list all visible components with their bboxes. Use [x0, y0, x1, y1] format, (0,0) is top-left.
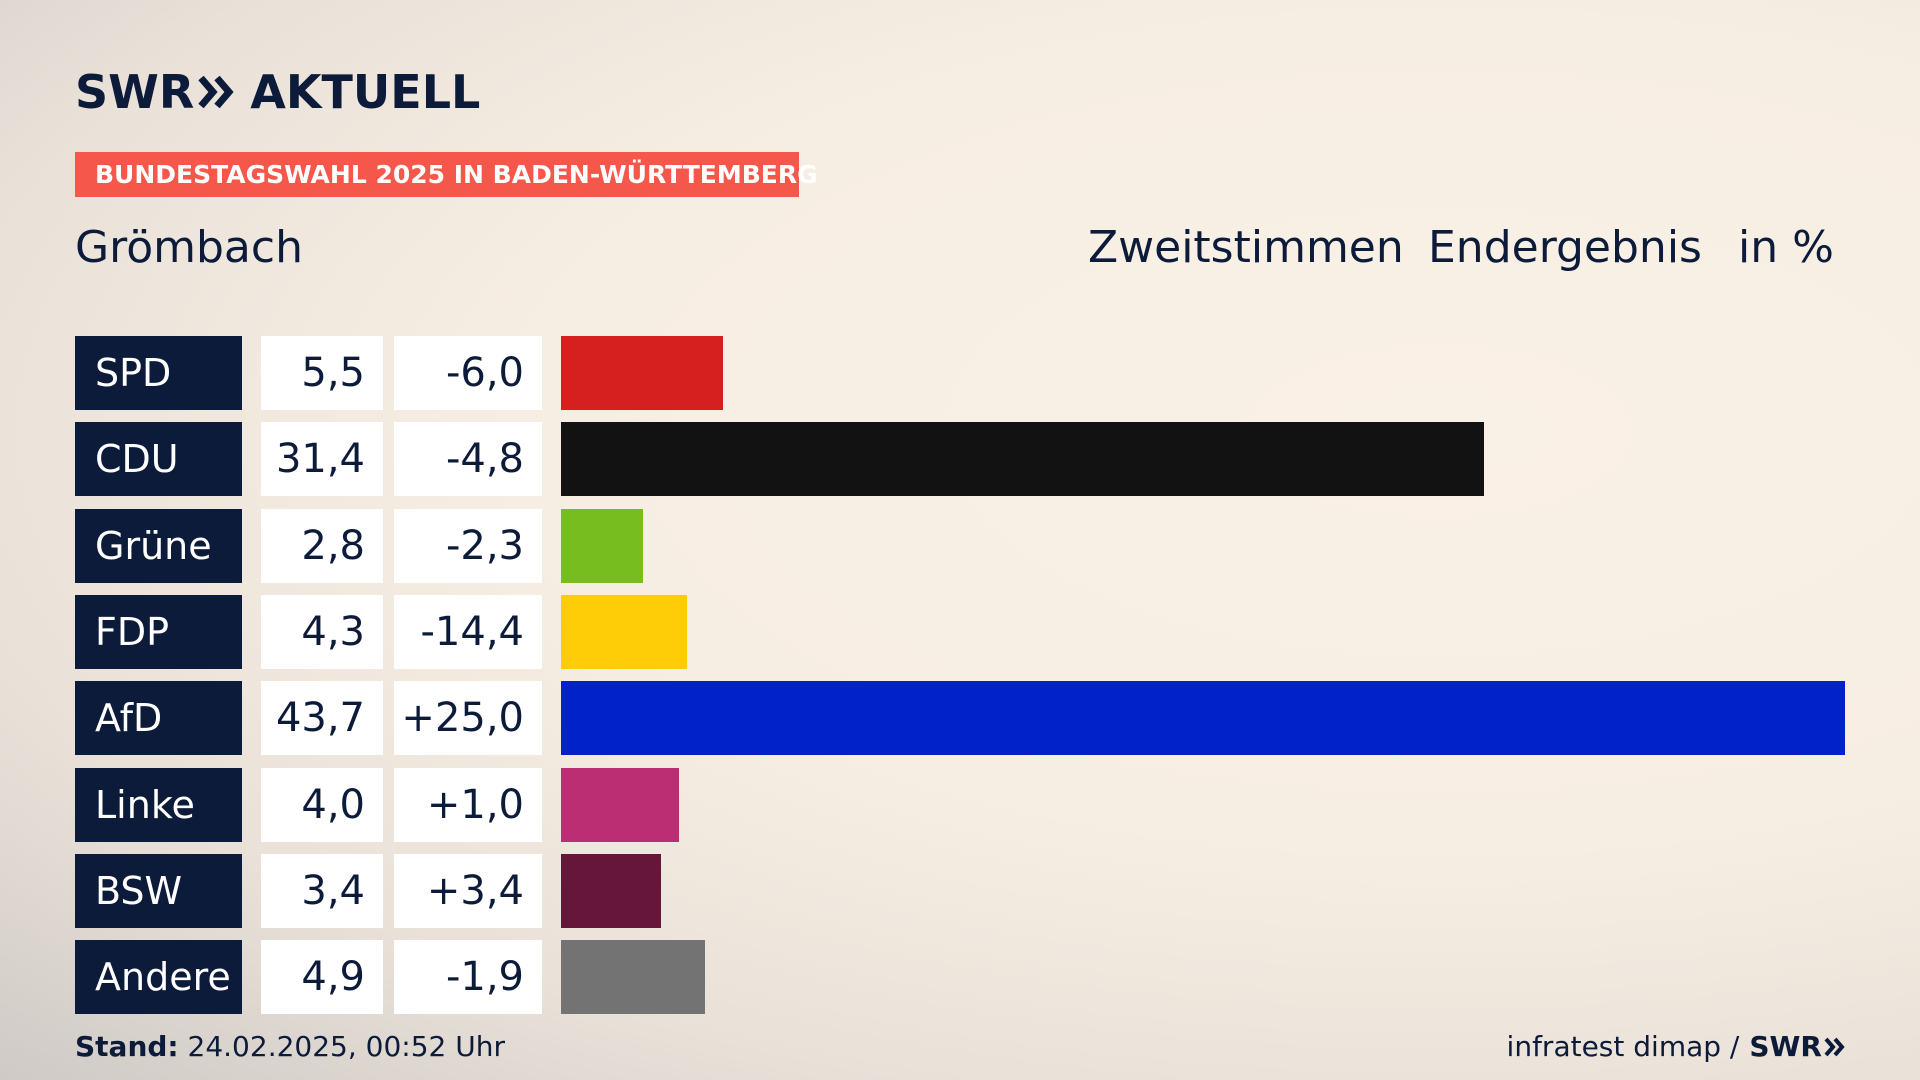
- party-label: FDP: [75, 595, 242, 669]
- party-label: Grüne: [75, 509, 242, 583]
- logo-aktuell-text: AKTUELL: [250, 65, 481, 119]
- chart-row: CDU 31,4 -4,8: [75, 422, 1875, 496]
- party-label: SPD: [75, 336, 242, 410]
- stand-value: 24.02.2025, 00:52 Uhr: [187, 1030, 505, 1063]
- party-bar: [561, 940, 705, 1014]
- party-value: 31,4: [261, 422, 383, 496]
- party-value: 43,7: [261, 681, 383, 755]
- result-status-label: Endergebnis: [1428, 222, 1702, 273]
- party-bar: [561, 854, 661, 928]
- party-label: Linke: [75, 768, 242, 842]
- party-bar: [561, 336, 723, 410]
- party-change: -2,3: [394, 509, 542, 583]
- party-change: +1,0: [394, 768, 542, 842]
- party-bar: [561, 509, 643, 583]
- party-change: -14,4: [394, 595, 542, 669]
- footer-logo-text: SWR: [1749, 1030, 1822, 1063]
- party-change: -6,0: [394, 336, 542, 410]
- party-bar: [561, 595, 687, 669]
- chart-row: FDP 4,3 -14,4: [75, 595, 1875, 669]
- party-value: 3,4: [261, 854, 383, 928]
- chart-row: BSW 3,4 +3,4: [75, 854, 1875, 928]
- timestamp: Stand: 24.02.2025, 00:52 Uhr: [75, 1030, 505, 1063]
- party-value: 2,8: [261, 509, 383, 583]
- party-bar: [561, 681, 1845, 755]
- election-tag: BUNDESTAGSWAHL 2025 IN BADEN-WÜRTTEMBERG: [75, 152, 818, 197]
- party-label: CDU: [75, 422, 242, 496]
- chart-row: AfD 43,7 +25,0: [75, 681, 1875, 755]
- chart-row: Linke 4,0 +1,0: [75, 768, 1875, 842]
- party-value: 4,0: [261, 768, 383, 842]
- party-change: -4,8: [394, 422, 542, 496]
- stand-label: Stand:: [75, 1030, 179, 1063]
- chart-row: SPD 5,5 -6,0: [75, 336, 1875, 410]
- logo-swr-text: SWR: [75, 65, 195, 119]
- party-value: 5,5: [261, 336, 383, 410]
- source-credit: infratest dimap / SWR: [1507, 1030, 1846, 1063]
- source-text: infratest dimap /: [1506, 1030, 1740, 1063]
- vote-type-label: Zweitstimmen: [1088, 222, 1404, 273]
- chart-row: Grüne 2,8 -2,3: [75, 509, 1875, 583]
- double-chevron-icon: [198, 75, 236, 109]
- party-change: +25,0: [394, 681, 542, 755]
- party-change: +3,4: [394, 854, 542, 928]
- chart-row: Andere 4,9 -1,9: [75, 940, 1875, 1014]
- footer-chevron-icon: [1824, 1037, 1845, 1056]
- party-value: 4,3: [261, 595, 383, 669]
- unit-label: in %: [1738, 222, 1834, 273]
- swr-aktuell-logo: SWR AKTUELL: [75, 65, 481, 119]
- party-bar: [561, 422, 1484, 496]
- party-label: BSW: [75, 854, 242, 928]
- party-label: Andere: [75, 940, 242, 1014]
- swr-footer-logo: SWR: [1749, 1030, 1846, 1063]
- party-bar: [561, 768, 679, 842]
- party-change: -1,9: [394, 940, 542, 1014]
- place-title: Grömbach: [75, 222, 303, 273]
- party-value: 4,9: [261, 940, 383, 1014]
- party-label: AfD: [75, 681, 242, 755]
